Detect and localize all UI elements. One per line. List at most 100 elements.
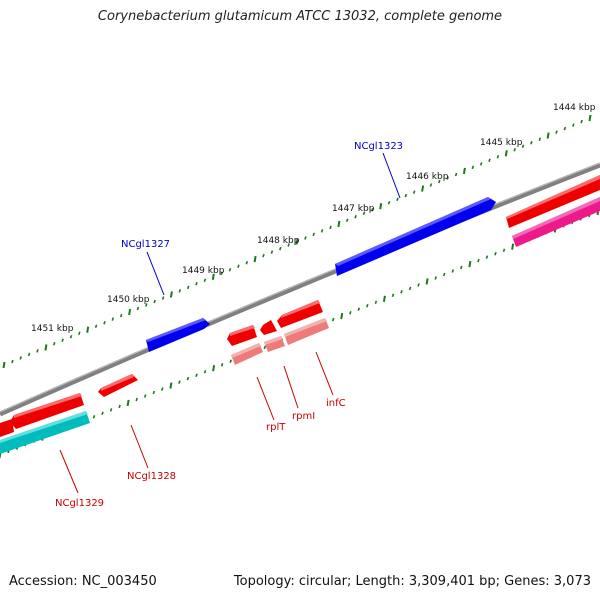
label-NCgl1327: NCgl1327	[121, 239, 170, 250]
major-tick-mark	[468, 260, 472, 268]
minor-tick-mark	[61, 338, 64, 343]
minor-tick-mark	[446, 176, 449, 180]
minor-tick-mark	[555, 130, 558, 134]
minor-tick-mark	[417, 283, 420, 287]
tick-label-1450: 1450 kbp	[107, 295, 150, 305]
minor-tick-mark	[195, 282, 198, 286]
minor-tick-mark	[287, 243, 290, 247]
gene-rpmI-rna[interactable]	[264, 336, 285, 352]
tick-label-1448: 1448 kbp	[257, 236, 300, 246]
minor-tick-mark	[245, 260, 249, 265]
minor-tick-mark	[530, 140, 533, 145]
minor-tick-mark	[178, 380, 181, 384]
major-tick-mark	[340, 312, 344, 320]
major-tick-mark	[295, 238, 299, 245]
major-tick-mark	[211, 273, 215, 280]
minor-tick-mark	[203, 278, 207, 283]
tick-label-1444: 1444 kbp	[553, 103, 596, 113]
gene-magenta-cds[interactable]	[512, 197, 600, 247]
minor-tick-mark	[362, 211, 366, 216]
major-tick-mark	[462, 167, 466, 175]
minor-tick-mark	[143, 394, 147, 398]
minor-tick-mark	[263, 345, 267, 350]
minor-tick-mark	[270, 250, 274, 254]
minor-tick-mark	[203, 369, 207, 374]
minor-tick-mark	[135, 397, 138, 402]
gene-rplT-rna[interactable]	[231, 343, 263, 365]
minor-tick-mark	[477, 258, 480, 263]
minor-tick-mark	[485, 255, 489, 259]
minor-tick-mark	[471, 165, 475, 170]
major-tick-mark	[337, 220, 341, 228]
minor-tick-mark	[521, 144, 525, 148]
minor-tick-mark	[371, 207, 374, 212]
minor-tick-mark	[27, 352, 31, 357]
minor-tick-mark	[220, 362, 224, 367]
major-tick-mark	[504, 150, 508, 157]
minor-tick-mark	[186, 285, 190, 290]
minor-tick-mark	[109, 408, 113, 412]
minor-tick-mark	[145, 303, 148, 307]
minor-tick-mark	[345, 218, 349, 223]
minor-tick-mark	[262, 253, 265, 258]
gene-infC[interactable]	[277, 300, 323, 328]
gene-rplT[interactable]	[227, 325, 257, 346]
minor-tick-mark	[494, 251, 497, 256]
gene-NCgl1328[interactable]	[98, 374, 138, 397]
minor-tick-mark	[178, 289, 182, 293]
minor-tick-mark	[408, 286, 412, 291]
gene-NCgl1327[interactable]	[146, 318, 210, 352]
minor-tick-mark	[513, 148, 516, 152]
tick-label-1451: 1451 kbp	[31, 324, 74, 334]
minor-tick-mark	[357, 307, 361, 311]
gene-rpmI[interactable]	[260, 320, 277, 335]
major-tick-mark	[2, 361, 6, 369]
minor-tick-mark	[78, 331, 81, 335]
minor-tick-mark	[538, 137, 542, 141]
gene-leaders	[59, 152, 401, 494]
minor-tick-mark	[118, 404, 121, 409]
major-tick-mark	[169, 291, 173, 298]
minor-tick-mark	[11, 359, 14, 364]
minor-tick-mark	[329, 225, 332, 230]
tick-label-1446: 1446 kbp	[406, 172, 449, 182]
major-tick-mark	[128, 308, 132, 316]
major-tick-mark	[588, 114, 592, 122]
major-tick-mark	[169, 382, 173, 389]
major-tick-mark	[212, 365, 216, 372]
major-tick-mark	[86, 326, 90, 333]
major-tick-mark	[511, 243, 515, 250]
minor-tick-mark	[136, 306, 140, 311]
gene-NCgl1329[interactable]	[0, 393, 84, 437]
minor-tick-mark	[391, 293, 395, 298]
topology-text: Topology: circular; Length: 3,309,401 bp…	[233, 574, 591, 589]
minor-tick-mark	[119, 313, 123, 318]
gene-NCgl1323[interactable]	[335, 197, 496, 276]
major-tick-mark	[379, 203, 383, 210]
major-tick-mark	[44, 344, 48, 351]
minor-tick-mark	[69, 335, 73, 339]
gene-forward-right-red[interactable]	[506, 175, 600, 228]
minor-tick-mark	[161, 296, 165, 300]
minor-tick-mark	[111, 317, 115, 321]
minor-tick-mark	[454, 172, 458, 177]
minor-tick-mark	[434, 276, 437, 280]
minor-tick-mark	[442, 272, 446, 277]
gene-infC-rna[interactable]	[284, 318, 329, 345]
minor-tick-mark	[195, 373, 198, 377]
minor-tick-mark	[304, 236, 307, 240]
accession-text: Accession: NC_003450	[9, 574, 157, 589]
minor-tick-mark	[36, 349, 39, 353]
tick-label-1449: 1449 kbp	[182, 266, 225, 276]
gene-cyan-cds[interactable]	[0, 411, 90, 454]
minor-tick-mark	[412, 190, 416, 194]
genome-backbone	[0, 162, 600, 417]
tick-label-1445: 1445 kbp	[480, 138, 523, 148]
minor-tick-mark	[220, 271, 223, 276]
minor-tick-mark	[101, 411, 104, 416]
minor-tick-mark	[320, 229, 324, 233]
minor-tick-mark	[438, 179, 441, 184]
major-tick-mark	[425, 278, 429, 285]
